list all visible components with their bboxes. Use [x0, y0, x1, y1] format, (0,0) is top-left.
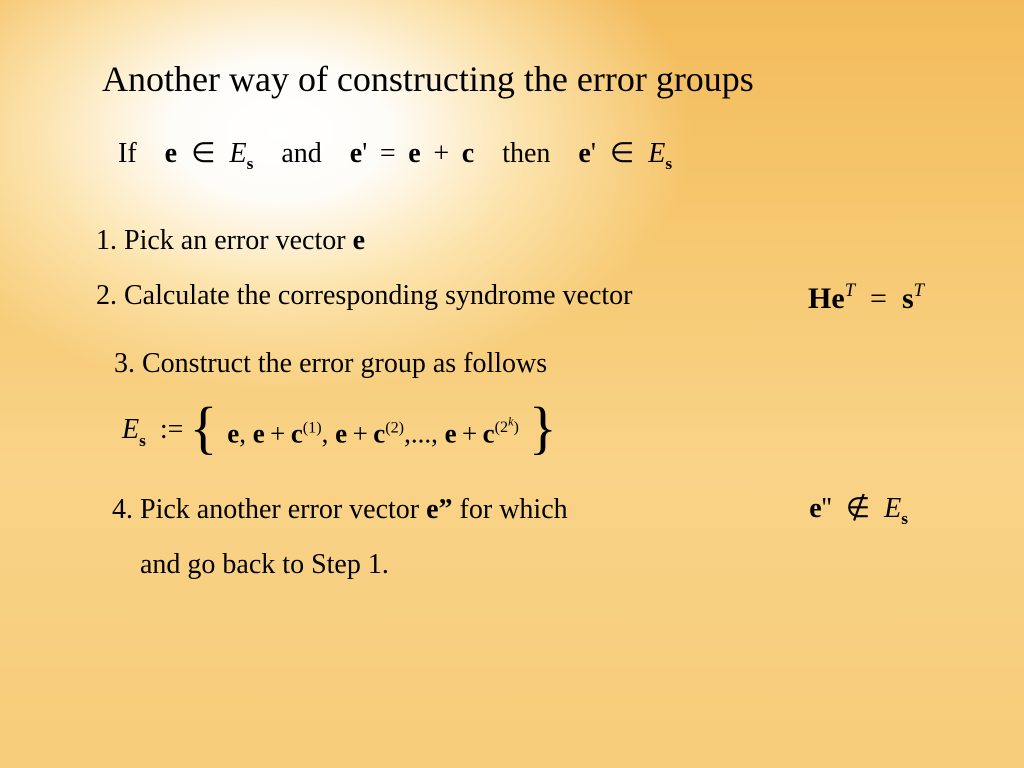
slide-title: Another way of constructing the error gr… [102, 58, 944, 100]
step-4: 4. Pick another error vector e” for whic… [112, 491, 568, 529]
step-1: 1. Pick an error vector e [96, 222, 944, 260]
slide: Another way of constructing the error gr… [0, 0, 1024, 768]
brace-left-icon: { [189, 399, 217, 457]
step-2-row: 2. Calculate the corresponding syndrome … [108, 277, 944, 333]
step-3: 3. Construct the error group as follows [114, 345, 944, 383]
math-cond2: e' = e + c [350, 138, 474, 170]
step-4b: and go back to Step 1. [140, 549, 944, 581]
word-then: then [502, 138, 550, 170]
math-conclusion: e' ∈ Es [578, 136, 672, 174]
step-4-row: 4. Pick another error vector e” for whic… [112, 491, 944, 547]
math-error-group: Es := { e, e + c(1), e + c(2),..., e + c… [122, 403, 944, 461]
math-cond1: e ∈ Es [165, 136, 254, 174]
step-2: 2. Calculate the corresponding syndrome … [96, 277, 633, 315]
word-if: If [118, 138, 137, 170]
math-notin: e'' ∉ Es [809, 491, 944, 529]
premise-line: If e ∈ Es and e' = e + c then e' ∈ Es [118, 136, 944, 174]
word-and: and [281, 138, 321, 170]
math-syndrome: HeT = sT [808, 277, 944, 316]
brace-right-icon: } [529, 399, 557, 457]
